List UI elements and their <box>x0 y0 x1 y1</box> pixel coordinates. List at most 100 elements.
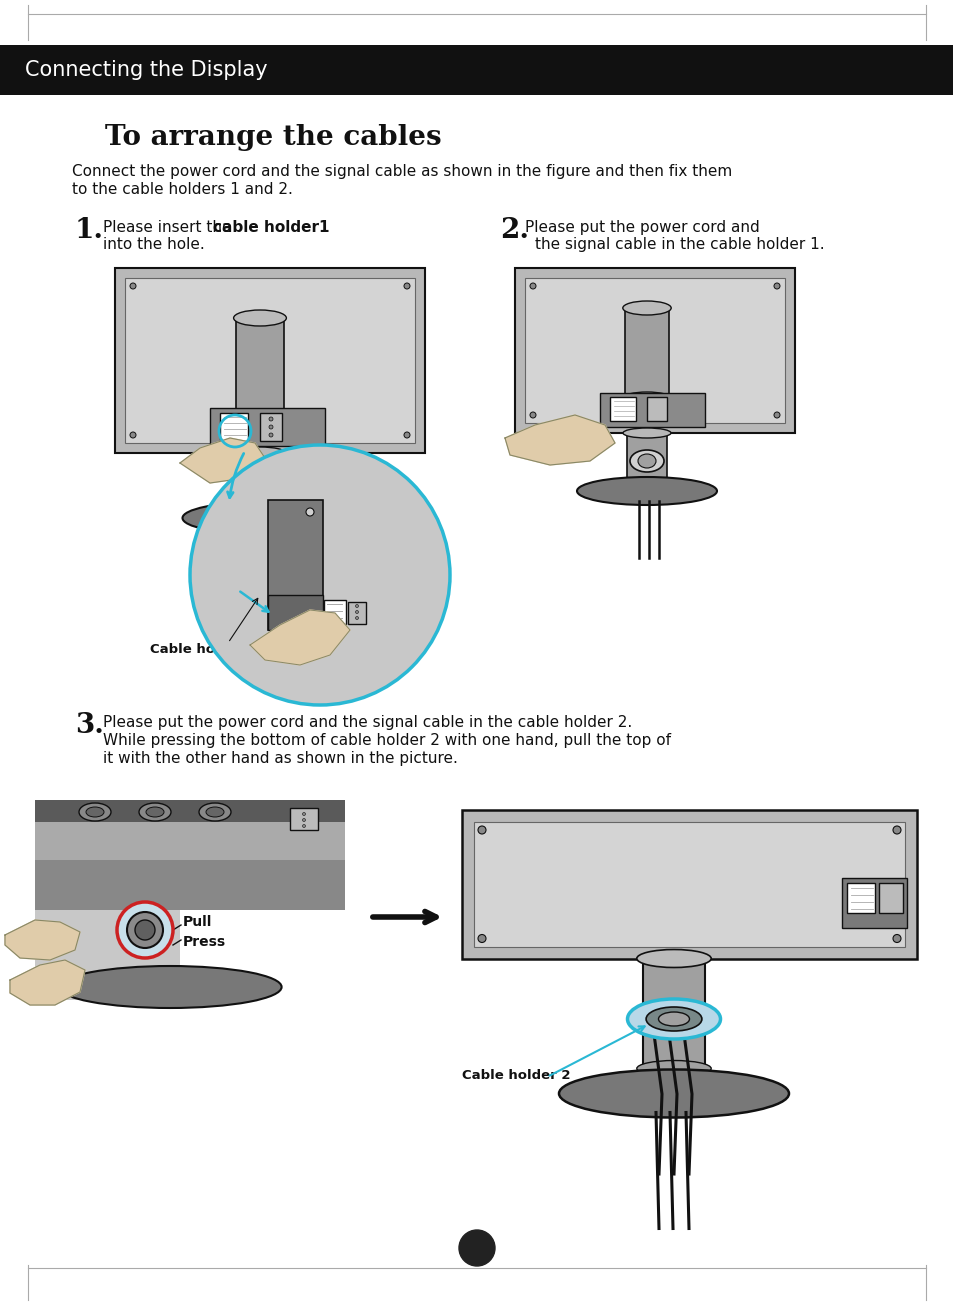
Text: Pull: Pull <box>183 915 213 929</box>
Bar <box>290 808 317 830</box>
Circle shape <box>302 825 305 827</box>
Circle shape <box>127 912 163 947</box>
Ellipse shape <box>233 311 286 326</box>
Polygon shape <box>504 415 615 465</box>
Text: Please put the power cord and the signal cable in the cable holder 2.: Please put the power cord and the signal… <box>103 715 632 729</box>
Ellipse shape <box>637 950 710 967</box>
Text: Connect the power cord and the signal cable as shown in the figure and then fix : Connect the power cord and the signal ca… <box>71 164 732 179</box>
Bar <box>268 595 323 630</box>
Text: Press: Press <box>183 934 226 949</box>
Text: Please put the power cord and: Please put the power cord and <box>524 221 759 235</box>
Bar <box>35 800 345 860</box>
Ellipse shape <box>627 1000 720 1039</box>
Circle shape <box>355 616 358 620</box>
Bar <box>35 800 345 910</box>
Bar <box>599 393 704 427</box>
Text: into the hole.: into the hole. <box>103 238 205 252</box>
Ellipse shape <box>622 301 671 315</box>
Circle shape <box>355 611 358 613</box>
Ellipse shape <box>645 1007 701 1031</box>
Bar <box>115 268 424 453</box>
Ellipse shape <box>622 428 670 438</box>
Text: To arrange the cables: To arrange the cables <box>105 124 441 151</box>
Ellipse shape <box>139 803 171 821</box>
Bar <box>268 500 323 630</box>
Circle shape <box>117 902 172 958</box>
Ellipse shape <box>182 502 337 534</box>
Ellipse shape <box>622 392 671 405</box>
Bar <box>878 883 902 913</box>
Circle shape <box>530 412 536 418</box>
Text: Please insert the: Please insert the <box>103 221 236 235</box>
Circle shape <box>269 425 273 429</box>
Ellipse shape <box>199 803 231 821</box>
Bar <box>0 44 953 95</box>
Ellipse shape <box>233 411 286 425</box>
Ellipse shape <box>86 806 104 817</box>
Bar <box>260 412 282 441</box>
Circle shape <box>403 283 410 288</box>
Bar <box>35 800 345 822</box>
Ellipse shape <box>58 966 281 1007</box>
Ellipse shape <box>638 454 656 468</box>
Text: A8: A8 <box>466 1241 487 1255</box>
Circle shape <box>530 283 536 288</box>
Ellipse shape <box>233 448 286 459</box>
Bar <box>609 397 636 422</box>
Text: the signal cable in the cable holder 1.: the signal cable in the cable holder 1. <box>535 238 823 252</box>
Bar <box>220 412 248 441</box>
Ellipse shape <box>79 803 111 821</box>
Bar <box>524 278 784 423</box>
Text: 3.: 3. <box>75 713 104 739</box>
Bar <box>841 877 906 928</box>
Ellipse shape <box>241 468 278 495</box>
Bar <box>646 397 666 422</box>
Circle shape <box>892 826 900 834</box>
Text: Connecting the Display: Connecting the Display <box>25 60 268 80</box>
Text: 2.: 2. <box>499 217 529 244</box>
Text: While pressing the bottom of cable holder 2 with one hand, pull the top of: While pressing the bottom of cable holde… <box>103 733 670 748</box>
Circle shape <box>403 432 410 438</box>
Circle shape <box>190 445 450 705</box>
Circle shape <box>458 1231 495 1266</box>
Circle shape <box>130 432 136 438</box>
Circle shape <box>773 283 780 288</box>
Bar <box>474 822 904 946</box>
Circle shape <box>306 508 314 515</box>
Polygon shape <box>250 609 350 666</box>
Ellipse shape <box>629 450 663 472</box>
Circle shape <box>892 934 900 942</box>
Circle shape <box>130 283 136 288</box>
Ellipse shape <box>558 1070 788 1117</box>
Text: Cable holder 1: Cable holder 1 <box>150 643 258 656</box>
Bar <box>624 308 668 398</box>
Text: 1.: 1. <box>75 217 104 244</box>
Circle shape <box>269 418 273 422</box>
Polygon shape <box>180 438 265 483</box>
Circle shape <box>477 934 485 942</box>
Bar <box>324 600 346 624</box>
Ellipse shape <box>206 806 224 817</box>
Polygon shape <box>5 920 80 960</box>
Text: cable holder1: cable holder1 <box>213 221 329 235</box>
Text: to the cable holders 1 and 2.: to the cable holders 1 and 2. <box>71 181 293 197</box>
Circle shape <box>302 818 305 822</box>
Ellipse shape <box>146 806 164 817</box>
Circle shape <box>477 826 485 834</box>
Text: Cable holder 2: Cable holder 2 <box>461 1069 570 1082</box>
Bar <box>35 910 180 1000</box>
Bar <box>235 318 284 418</box>
Bar <box>846 883 874 913</box>
Circle shape <box>135 920 154 940</box>
Bar <box>461 810 916 958</box>
Bar <box>348 602 366 624</box>
Bar <box>642 958 704 1069</box>
Polygon shape <box>10 960 85 1005</box>
Bar <box>210 408 325 446</box>
Bar <box>515 268 794 433</box>
Circle shape <box>302 813 305 816</box>
Circle shape <box>773 412 780 418</box>
Ellipse shape <box>658 1011 689 1026</box>
Bar <box>626 433 666 483</box>
Ellipse shape <box>577 478 717 505</box>
